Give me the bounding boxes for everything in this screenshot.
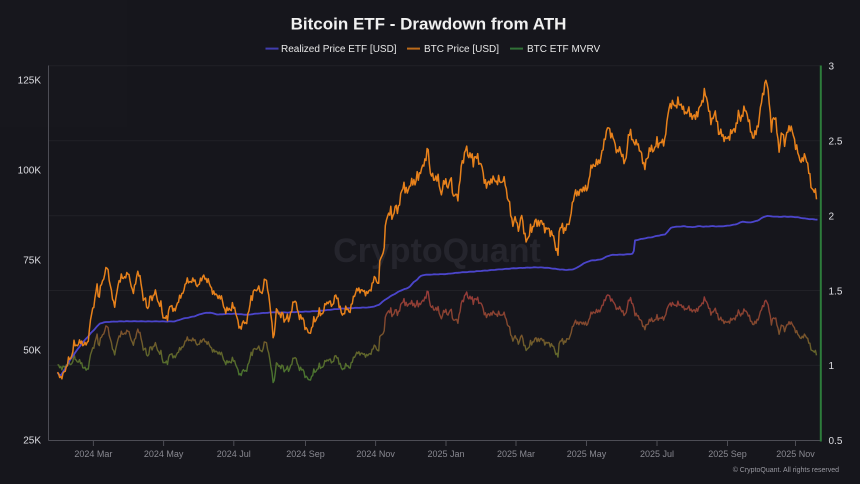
- svg-text:75K: 75K: [23, 256, 41, 267]
- svg-text:2025 Sep: 2025 Sep: [708, 449, 747, 459]
- svg-text:2024 Jul: 2024 Jul: [217, 449, 251, 459]
- svg-text:2024 Sep: 2024 Sep: [286, 449, 325, 459]
- svg-text:50K: 50K: [23, 346, 41, 357]
- svg-text:2.5: 2.5: [829, 137, 843, 148]
- svg-text:BTC ETF MVRV: BTC ETF MVRV: [527, 44, 600, 55]
- svg-text:Realized Price ETF [USD]: Realized Price ETF [USD]: [281, 44, 397, 55]
- svg-text:2025 May: 2025 May: [567, 449, 607, 459]
- svg-text:1: 1: [829, 361, 835, 372]
- svg-text:2: 2: [829, 212, 835, 223]
- svg-text:125K: 125K: [18, 76, 42, 87]
- svg-text:2025 Jan: 2025 Jan: [427, 449, 464, 459]
- svg-text:2025 Jul: 2025 Jul: [640, 449, 674, 459]
- svg-text:100K: 100K: [18, 166, 42, 177]
- svg-text:2025 Mar: 2025 Mar: [497, 449, 535, 459]
- svg-text:2024 May: 2024 May: [144, 449, 184, 459]
- svg-text:BTC Price [USD]: BTC Price [USD]: [424, 44, 499, 55]
- svg-text:3: 3: [829, 62, 835, 73]
- svg-text:2025 Nov: 2025 Nov: [776, 449, 815, 459]
- svg-text:© CryptoQuant. All rights rese: © CryptoQuant. All rights reserved: [733, 466, 839, 474]
- svg-text:1.5: 1.5: [829, 287, 843, 298]
- svg-text:Bitcoin ETF - Drawdown from AT: Bitcoin ETF - Drawdown from ATH: [291, 15, 567, 34]
- svg-text:2024 Nov: 2024 Nov: [356, 449, 395, 459]
- svg-text:0.5: 0.5: [829, 436, 843, 447]
- svg-text:25K: 25K: [23, 436, 41, 447]
- svg-text:2024 Mar: 2024 Mar: [74, 449, 112, 459]
- svg-text:CryptoQuant: CryptoQuant: [333, 232, 541, 270]
